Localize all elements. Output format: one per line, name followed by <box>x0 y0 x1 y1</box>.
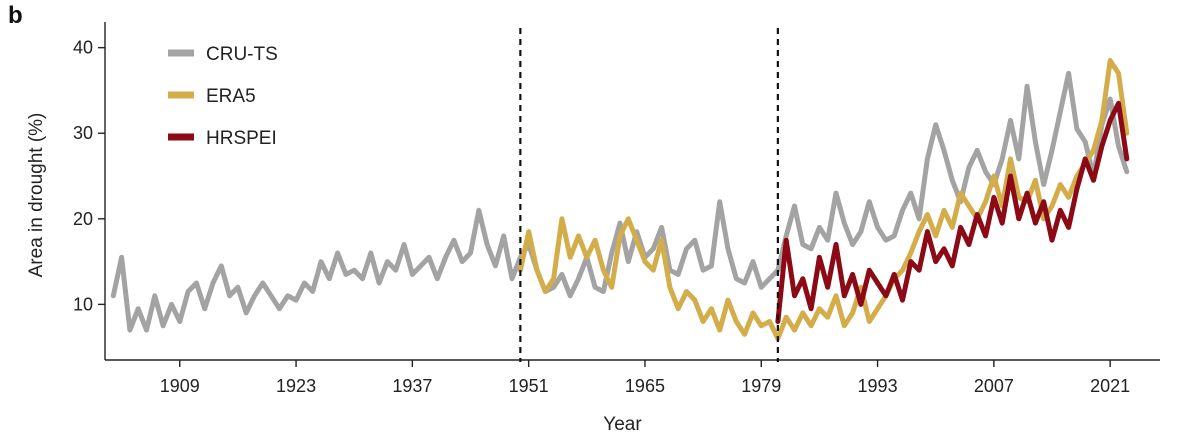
x-tick-label: 1951 <box>509 376 549 396</box>
x-tick-label: 2021 <box>1090 376 1130 396</box>
y-tick-label: 40 <box>73 38 93 58</box>
panel-label: b <box>8 2 23 29</box>
x-tick-label: 2007 <box>974 376 1014 396</box>
x-tick-label: 1923 <box>276 376 316 396</box>
x-tick-label: 1937 <box>392 376 432 396</box>
x-tick-label: 1979 <box>741 376 781 396</box>
series-line-hrspei <box>775 100 1130 324</box>
legend-label-hrspei: HRSPEI <box>206 128 277 149</box>
x-axis-label: Year <box>603 414 642 435</box>
legend-label-cru-ts: CRU-TS <box>206 44 278 65</box>
y-axis-label: Area in drought (%) <box>26 113 47 278</box>
series-line-era5 <box>517 58 1130 342</box>
y-tick-label: 10 <box>73 294 93 314</box>
x-tick-label: 1993 <box>858 376 898 396</box>
y-tick-label: 30 <box>73 123 93 143</box>
legend-label-era5: ERA5 <box>206 86 256 107</box>
y-tick-label: 20 <box>73 209 93 229</box>
x-tick-label: 1965 <box>625 376 665 396</box>
x-tick-label: 1909 <box>160 376 200 396</box>
series-line-cru-ts <box>110 70 1130 333</box>
